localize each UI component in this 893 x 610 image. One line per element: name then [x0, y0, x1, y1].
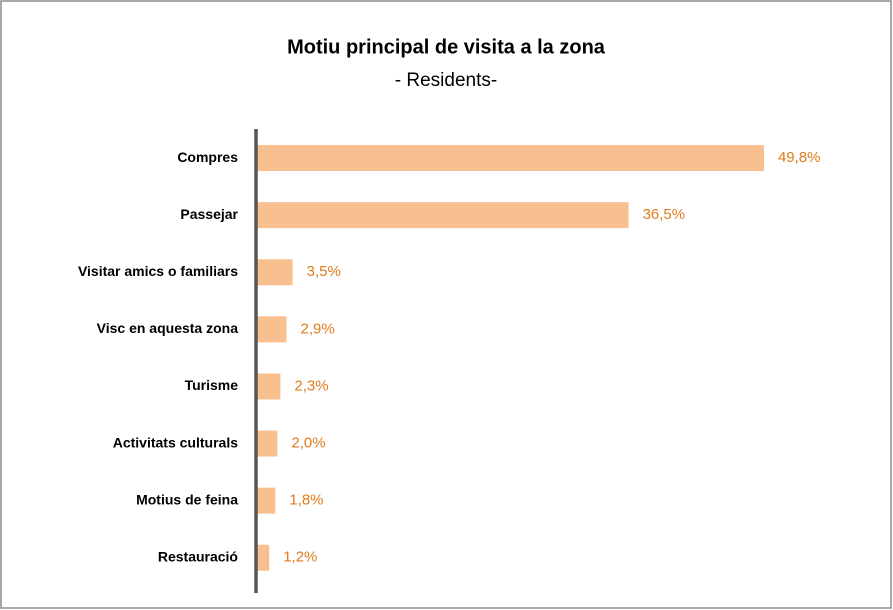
data-label: 49,8%	[778, 149, 821, 166]
bar	[257, 202, 629, 229]
data-label: 36,5%	[643, 206, 686, 223]
bar	[257, 316, 287, 343]
bar	[257, 259, 293, 286]
data-label: 2,0%	[291, 435, 325, 452]
data-label: 1,2%	[283, 549, 317, 566]
y-tick-label: Visitar amics o familiars	[78, 263, 238, 279]
chart-title: Motiu principal de visita a la zona	[287, 36, 606, 58]
y-tick-label: Visc en aquesta zona	[97, 320, 239, 336]
bar	[257, 145, 764, 172]
y-tick-label: Restauració	[158, 548, 238, 564]
y-tick-label: Compres	[177, 149, 238, 165]
bar	[257, 430, 278, 457]
y-tick-label: Activitats culturals	[113, 434, 238, 450]
y-tick-label: Motius de feina	[136, 491, 238, 507]
chart-subtitle: - Residents-	[395, 70, 497, 91]
y-tick-label: Passejar	[180, 206, 238, 222]
data-label: 3,5%	[307, 263, 341, 280]
data-label: 1,8%	[289, 492, 323, 509]
y-tick-label: Turisme	[185, 377, 239, 393]
plot: Compres 49,8% Passejar 36,5% Visitar amics o…	[78, 145, 821, 571]
data-label: 2,3%	[294, 377, 328, 394]
bar	[257, 487, 276, 514]
bar	[257, 544, 270, 571]
bar	[257, 373, 281, 400]
data-label: 2,9%	[301, 320, 335, 337]
